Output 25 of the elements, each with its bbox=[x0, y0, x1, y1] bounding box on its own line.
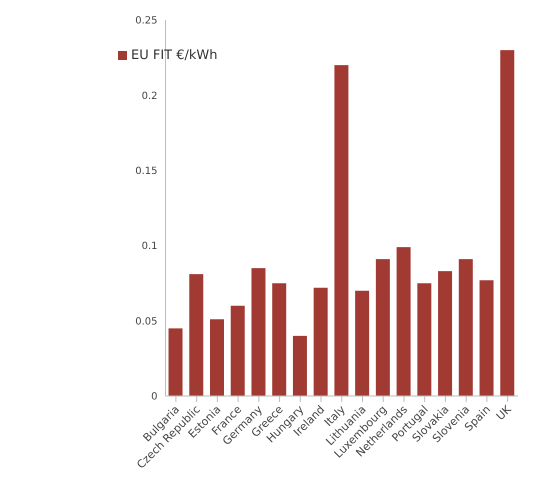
bar bbox=[438, 271, 452, 396]
bar bbox=[210, 319, 224, 396]
bar bbox=[480, 280, 494, 396]
bar bbox=[168, 328, 183, 396]
bar bbox=[396, 247, 411, 396]
bar bbox=[417, 283, 432, 396]
bar bbox=[314, 288, 328, 396]
bar bbox=[272, 283, 286, 396]
y-tick-label: 0.05 bbox=[135, 316, 158, 328]
bar bbox=[230, 306, 245, 396]
y-tick-label: 0 bbox=[151, 392, 158, 403]
bar bbox=[500, 50, 514, 396]
y-tick-label: 0.2 bbox=[142, 90, 158, 102]
bar bbox=[334, 65, 348, 396]
y-tick-label: 0.25 bbox=[135, 16, 158, 27]
bar bbox=[458, 259, 473, 396]
legend-label: EU FIT €/kWh bbox=[131, 48, 218, 63]
y-tick-label: 0.15 bbox=[135, 166, 158, 177]
y-tick-label: 0.1 bbox=[142, 241, 158, 252]
bar bbox=[189, 274, 204, 396]
bar bbox=[376, 259, 390, 396]
bar bbox=[292, 336, 307, 396]
bar bbox=[355, 290, 370, 396]
x-tick-label: UK bbox=[494, 402, 514, 423]
bar bbox=[251, 268, 266, 396]
